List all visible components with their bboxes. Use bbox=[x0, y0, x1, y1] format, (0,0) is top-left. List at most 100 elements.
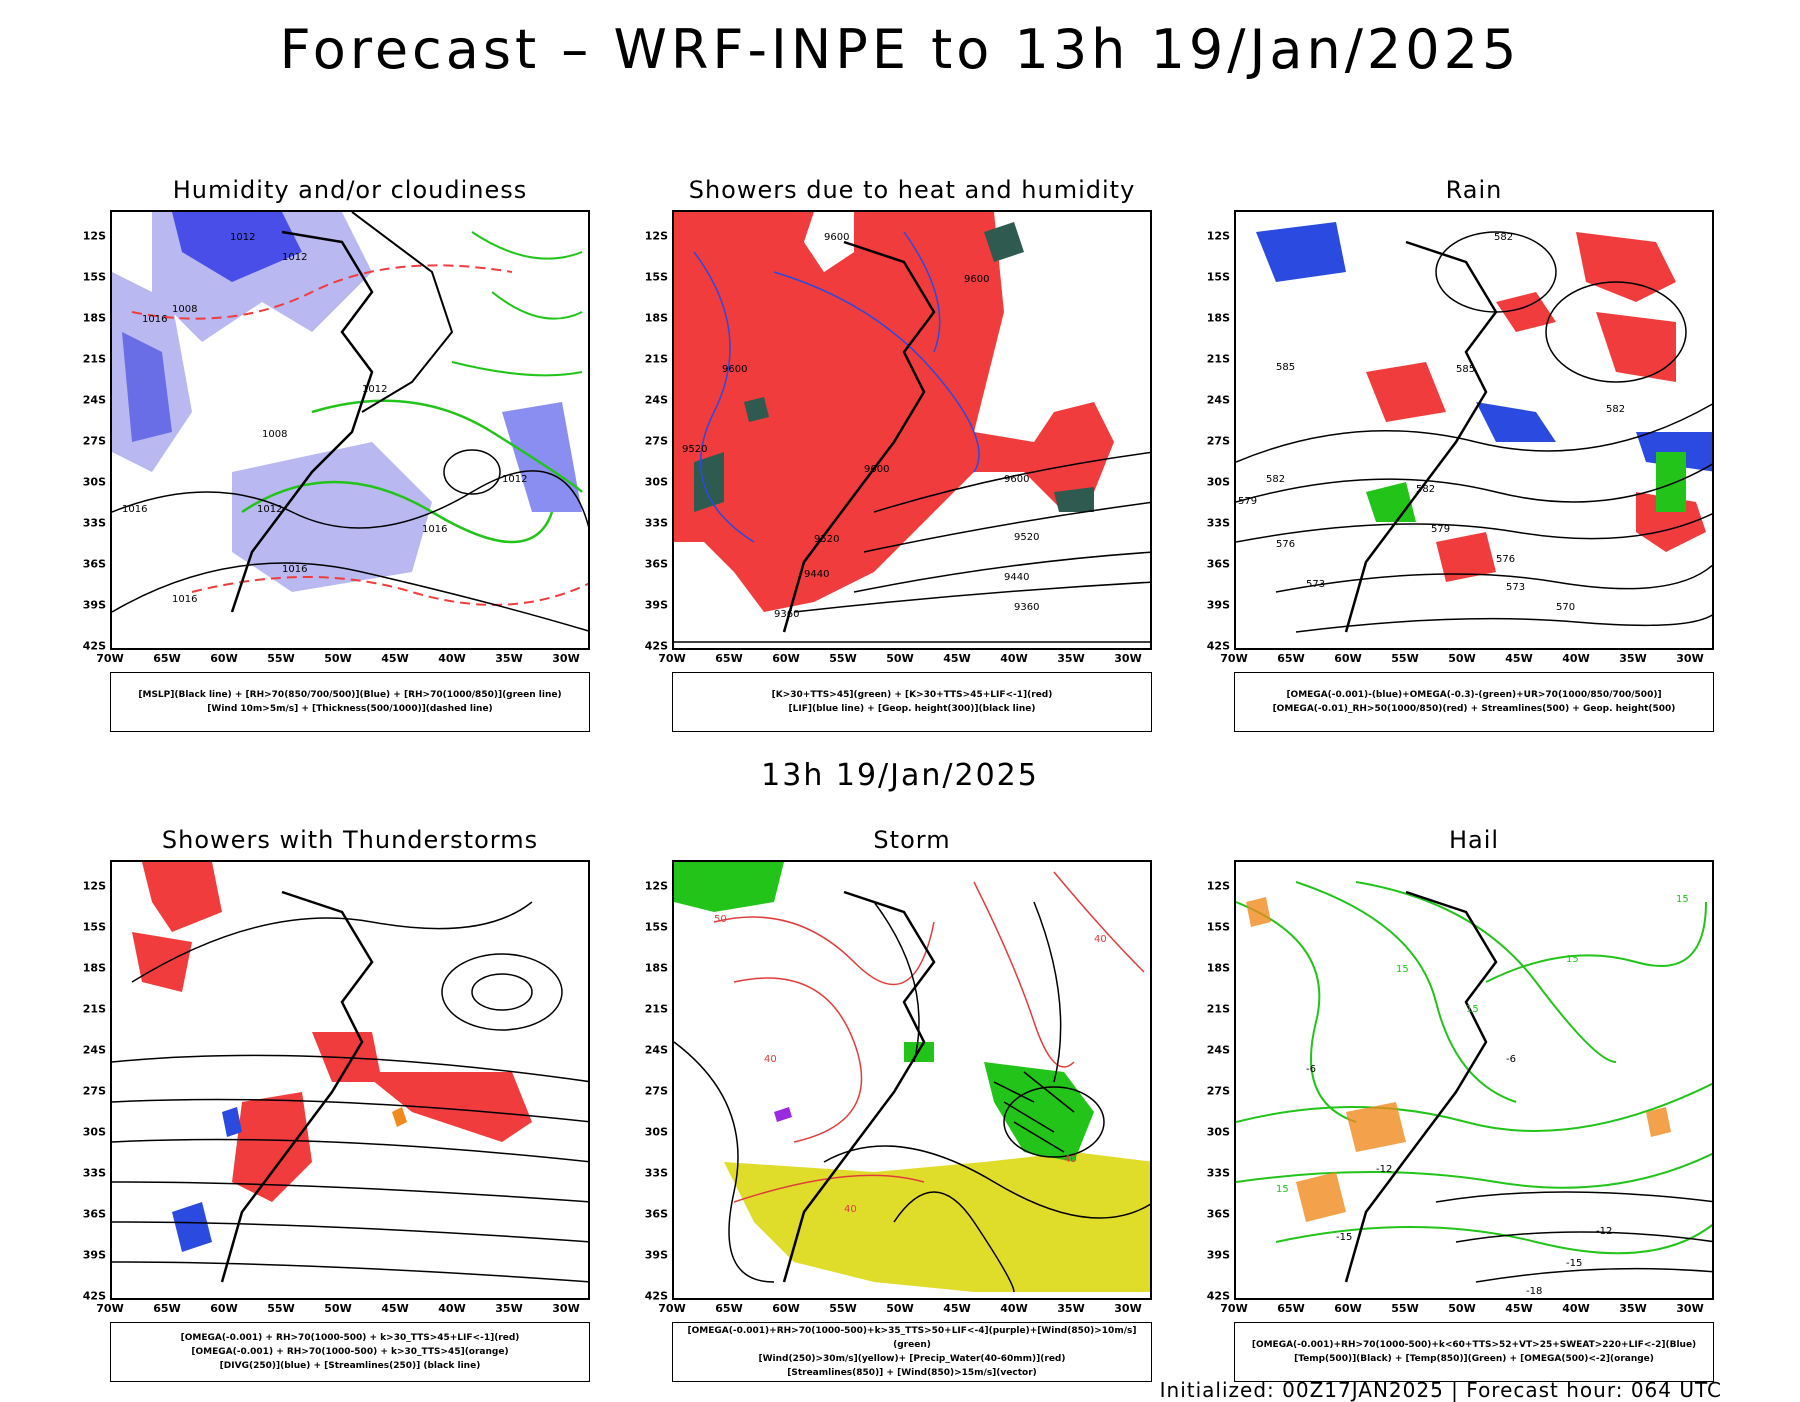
lon-tick: 60W bbox=[210, 652, 238, 665]
circulation bbox=[441, 953, 563, 1031]
legend-thunderstorms: [OMEGA(-0.001) + RH>70(1000-500) + k>30_… bbox=[110, 1322, 590, 1382]
contour-label: 15 bbox=[1396, 964, 1409, 975]
contour-label: 9600 bbox=[824, 232, 849, 243]
lon-tick: 55W bbox=[267, 1302, 295, 1315]
legend-line: [OMEGA(-0.001) + RH>70(1000-500) + k>30_… bbox=[191, 1347, 509, 1357]
streamline bbox=[131, 901, 533, 983]
contour-label: 585 bbox=[1276, 362, 1295, 373]
country-border bbox=[230, 230, 374, 613]
storm-red-area bbox=[142, 862, 222, 932]
legend-line: [OMEGA(-0.01)_RH>50(1000/850)(red) + Str… bbox=[1272, 704, 1676, 714]
contour-label: 15 bbox=[1566, 954, 1579, 965]
lat-tick: 42S bbox=[644, 1289, 668, 1303]
contour-label: 15 bbox=[1466, 1004, 1479, 1015]
jet-yellow-area bbox=[724, 1152, 1150, 1292]
streamline bbox=[112, 1138, 588, 1163]
lon-tick: 70W bbox=[96, 652, 124, 665]
lon-tick: 60W bbox=[1334, 1302, 1362, 1315]
rh-green-line bbox=[311, 399, 583, 493]
green-area bbox=[1054, 487, 1094, 512]
lon-tick: 30W bbox=[552, 652, 580, 665]
contour-label: 15 bbox=[1276, 1184, 1289, 1195]
contour-label: 1012 bbox=[362, 384, 387, 395]
lat-tick: 36S bbox=[82, 1207, 106, 1221]
mslp-low bbox=[443, 449, 501, 495]
temp500-line bbox=[1435, 1191, 1712, 1203]
streamline bbox=[112, 1054, 588, 1083]
lat-tick: 33S bbox=[82, 516, 106, 530]
lat-tick: 30S bbox=[82, 1125, 106, 1139]
lon-tick: 50W bbox=[886, 652, 914, 665]
panel-title: Rain bbox=[1445, 176, 1503, 204]
legend-line: [Wind(250)>30m/s](yellow)+ [Precip_Water… bbox=[758, 1354, 1066, 1364]
contour-label: 1012 bbox=[230, 232, 255, 243]
temp850-line bbox=[1236, 1082, 1712, 1132]
country-border bbox=[782, 240, 936, 633]
lat-tick: 30S bbox=[82, 475, 106, 489]
streamline bbox=[1275, 564, 1712, 593]
lat-tick: 21S bbox=[644, 352, 668, 366]
lon-tick: 45W bbox=[943, 1302, 971, 1315]
lat-tick: 39S bbox=[1206, 1248, 1230, 1262]
lon-tick: 35W bbox=[1619, 1302, 1647, 1315]
contour-label: 9600 bbox=[1004, 474, 1029, 485]
lon-tick: 30W bbox=[1114, 652, 1142, 665]
contour-label: 9440 bbox=[1004, 572, 1029, 583]
rain-blue-area bbox=[1476, 402, 1556, 442]
lon-tick: 50W bbox=[324, 1302, 352, 1315]
rain-green-area bbox=[1656, 452, 1686, 512]
lon-tick: 30W bbox=[1114, 1302, 1142, 1315]
lat-tick: 36S bbox=[1206, 1207, 1230, 1221]
lat-axis: 12S 15S 18S 21S 24S 27S 30S 33S 36S 39S … bbox=[636, 210, 668, 653]
legend-line: [LIF](blue line) + [Geop. height(300)](b… bbox=[788, 704, 1036, 714]
lat-tick: 15S bbox=[644, 920, 668, 934]
streamline bbox=[823, 1145, 1150, 1219]
contour-label: 9600 bbox=[722, 364, 747, 375]
lon-tick: 40W bbox=[1562, 652, 1590, 665]
lat-tick: 12S bbox=[82, 229, 106, 243]
circulation bbox=[1545, 281, 1687, 383]
storm-orange bbox=[392, 1107, 407, 1127]
lat-tick: 21S bbox=[644, 1002, 668, 1016]
streamline bbox=[873, 901, 920, 1063]
panel-title: Showers with Thunderstorms bbox=[161, 826, 539, 854]
contour-label: 9600 bbox=[864, 464, 889, 475]
contour-label: 15 bbox=[1676, 894, 1689, 905]
contour-label: 582 bbox=[1416, 484, 1435, 495]
precip-water-line bbox=[713, 916, 935, 986]
lat-tick: 18S bbox=[644, 311, 668, 325]
rh-medium-area bbox=[122, 332, 172, 442]
map-humidity-svg: 1012 1012 1008 1016 1012 1008 1016 1012 … bbox=[112, 212, 588, 632]
lat-tick: 21S bbox=[1206, 1002, 1230, 1016]
lif-line bbox=[693, 251, 755, 543]
map-storm: 40 40 40 50 40 bbox=[672, 860, 1152, 1300]
contour-label: 40 bbox=[764, 1054, 777, 1065]
legend-line: [OMEGA(-0.001)-(blue)+OMEGA(-0.3)-(green… bbox=[1286, 690, 1662, 700]
geop-line bbox=[863, 501, 1150, 553]
temp500-line bbox=[1455, 1231, 1712, 1243]
legend-line: [OMEGA(-0.001)+RH>70(1000-500)+k<60+TTS>… bbox=[1251, 1340, 1697, 1350]
lat-tick: 39S bbox=[1206, 598, 1230, 612]
geop-line bbox=[793, 581, 1150, 613]
purple-area bbox=[774, 1107, 792, 1122]
contour-label: 1016 bbox=[282, 564, 307, 575]
rain-red-area bbox=[1436, 532, 1496, 582]
rain-red-area bbox=[1576, 232, 1676, 302]
contour-label: 576 bbox=[1276, 539, 1295, 550]
lon-tick: 60W bbox=[1334, 652, 1362, 665]
map-hail: 15 15 15 15 -6 -6 -12 -12 -15 -15 -18 15 bbox=[1234, 860, 1714, 1300]
map-showers-heat-svg: 9600 9600 9600 9520 9520 9600 9440 9360 … bbox=[674, 212, 1150, 643]
lat-tick: 36S bbox=[1206, 557, 1230, 571]
lat-tick: 33S bbox=[644, 516, 668, 530]
lat-tick: 42S bbox=[82, 1289, 106, 1303]
temp500-line bbox=[1475, 1267, 1712, 1283]
lon-tick: 65W bbox=[715, 652, 743, 665]
lat-tick: 15S bbox=[1206, 920, 1230, 934]
lon-tick: 50W bbox=[324, 652, 352, 665]
lat-tick: 24S bbox=[82, 393, 106, 407]
lat-tick: 39S bbox=[644, 1248, 668, 1262]
green-area bbox=[984, 222, 1024, 262]
lat-tick: 18S bbox=[1206, 311, 1230, 325]
rh-light-area-south bbox=[232, 442, 432, 592]
lat-tick: 18S bbox=[644, 961, 668, 975]
